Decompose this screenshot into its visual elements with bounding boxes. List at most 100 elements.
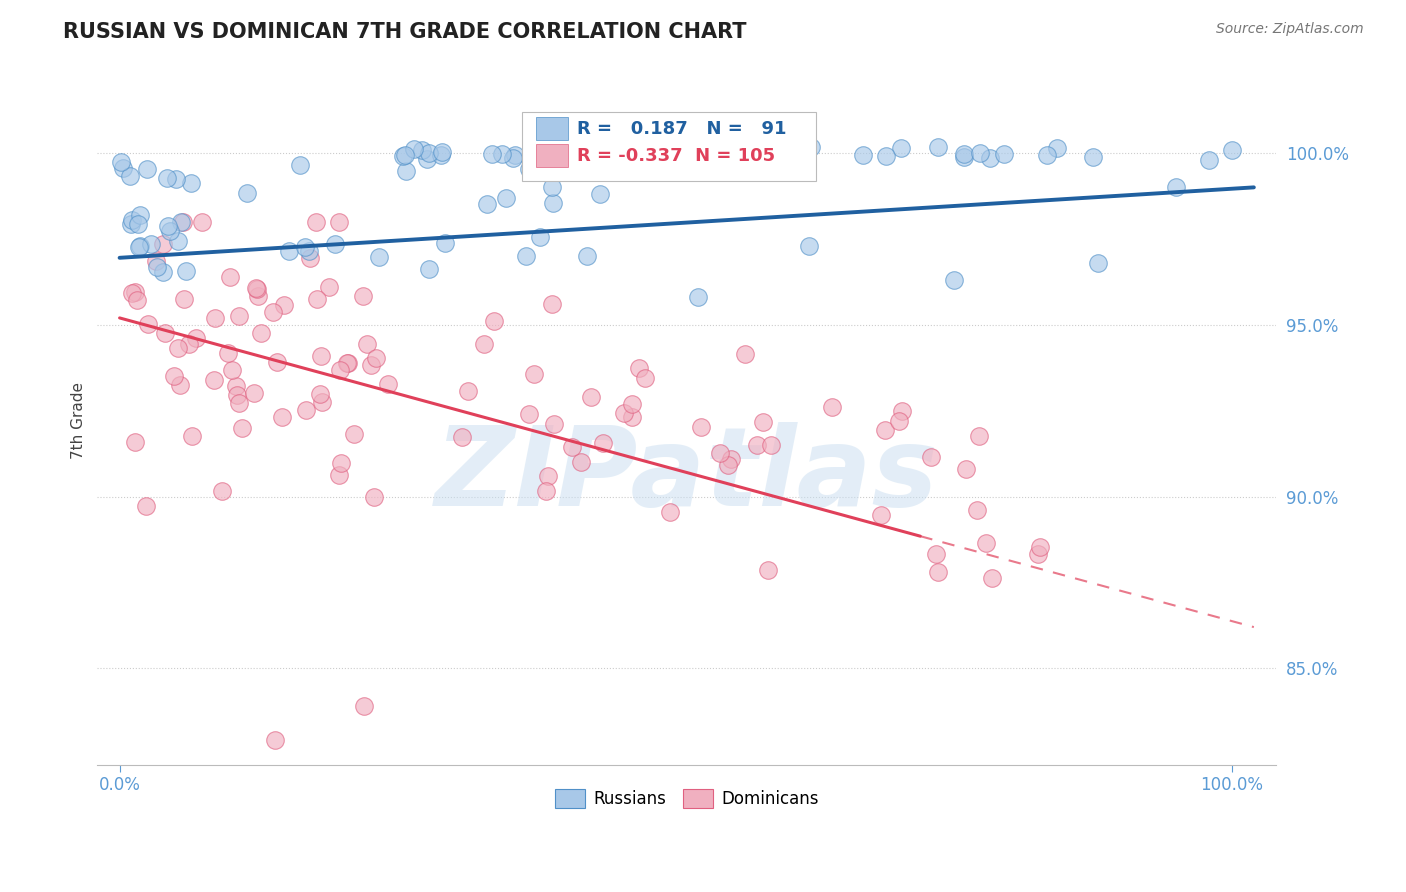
Point [165,171,187,186]
Point [974,536,997,550]
Point [979,151,1001,165]
Point [952,150,974,164]
Point [145,253,167,268]
Point [555,146,578,161]
Point [172,215,194,229]
Text: R =   0.187   N =   91: R = 0.187 N = 91 [576,120,786,138]
Text: RUSSIAN VS DOMINICAN 7TH GRADE CORRELATION CHART: RUSSIAN VS DOMINICAN 7TH GRADE CORRELATI… [63,22,747,42]
Y-axis label: 7th Grade: 7th Grade [72,383,86,459]
Point [329,363,352,377]
Point [523,367,546,381]
Point [138,317,160,331]
Point [228,396,250,410]
Point [925,547,948,561]
Point [1026,547,1049,561]
Point [634,371,657,385]
Point [967,429,990,443]
Point [329,456,352,470]
Point [217,345,239,359]
Point [1198,153,1220,167]
Point [430,147,453,161]
Point [981,571,1004,585]
Point [177,337,200,351]
Point [457,384,479,398]
Point [890,404,912,418]
Point [277,244,299,259]
Point [758,563,780,577]
Point [394,148,416,162]
Point [337,356,360,370]
Point [228,310,250,324]
Point [184,331,207,345]
Point [166,341,188,355]
Point [328,215,350,229]
Point [1045,141,1067,155]
Text: ZIPatlas: ZIPatlas [434,423,939,530]
Point [309,349,332,363]
Point [942,273,965,287]
Point [709,445,731,459]
Point [543,195,565,210]
Point [204,373,226,387]
Point [541,297,564,311]
Point [707,145,730,160]
Point [952,146,974,161]
Point [515,249,537,263]
Point [620,409,643,424]
Point [690,419,713,434]
FancyBboxPatch shape [536,117,568,140]
Point [110,155,132,169]
Point [875,149,897,163]
Point [245,281,267,295]
Point [298,244,321,259]
Point [889,414,911,428]
Point [505,148,527,162]
Point [550,139,572,153]
Point [966,503,988,517]
Point [561,440,583,454]
Point [411,143,433,157]
Point [392,149,415,163]
Point [121,286,143,301]
Point [294,403,316,417]
Point [120,217,142,231]
Point [139,236,162,251]
Point [211,484,233,499]
Point [146,260,169,274]
Point [364,351,387,366]
Point [472,337,495,351]
Point [250,326,273,341]
Point [415,152,437,166]
Point [245,282,267,296]
Point [1029,540,1052,554]
Point [754,149,776,163]
Point [157,219,180,233]
Point [271,409,294,424]
Point [797,239,820,253]
Point [547,154,569,169]
Point [529,230,551,244]
Point [152,264,174,278]
Point [311,395,333,409]
Point [575,249,598,263]
Point [752,415,775,429]
Point [451,429,474,443]
Point [659,505,682,519]
Point [118,169,141,183]
Point [225,379,247,393]
Point [534,484,557,499]
Point [336,356,359,370]
Legend: Russians, Dominicans: Russians, Dominicans [548,782,825,814]
Point [537,469,560,483]
Point [541,180,564,194]
Point [495,191,517,205]
Point [128,239,150,253]
Point [304,215,326,229]
Point [772,140,794,154]
FancyBboxPatch shape [522,112,817,180]
Point [191,215,214,229]
Point [156,171,179,186]
Point [579,390,602,404]
Point [266,355,288,369]
Point [747,438,769,452]
